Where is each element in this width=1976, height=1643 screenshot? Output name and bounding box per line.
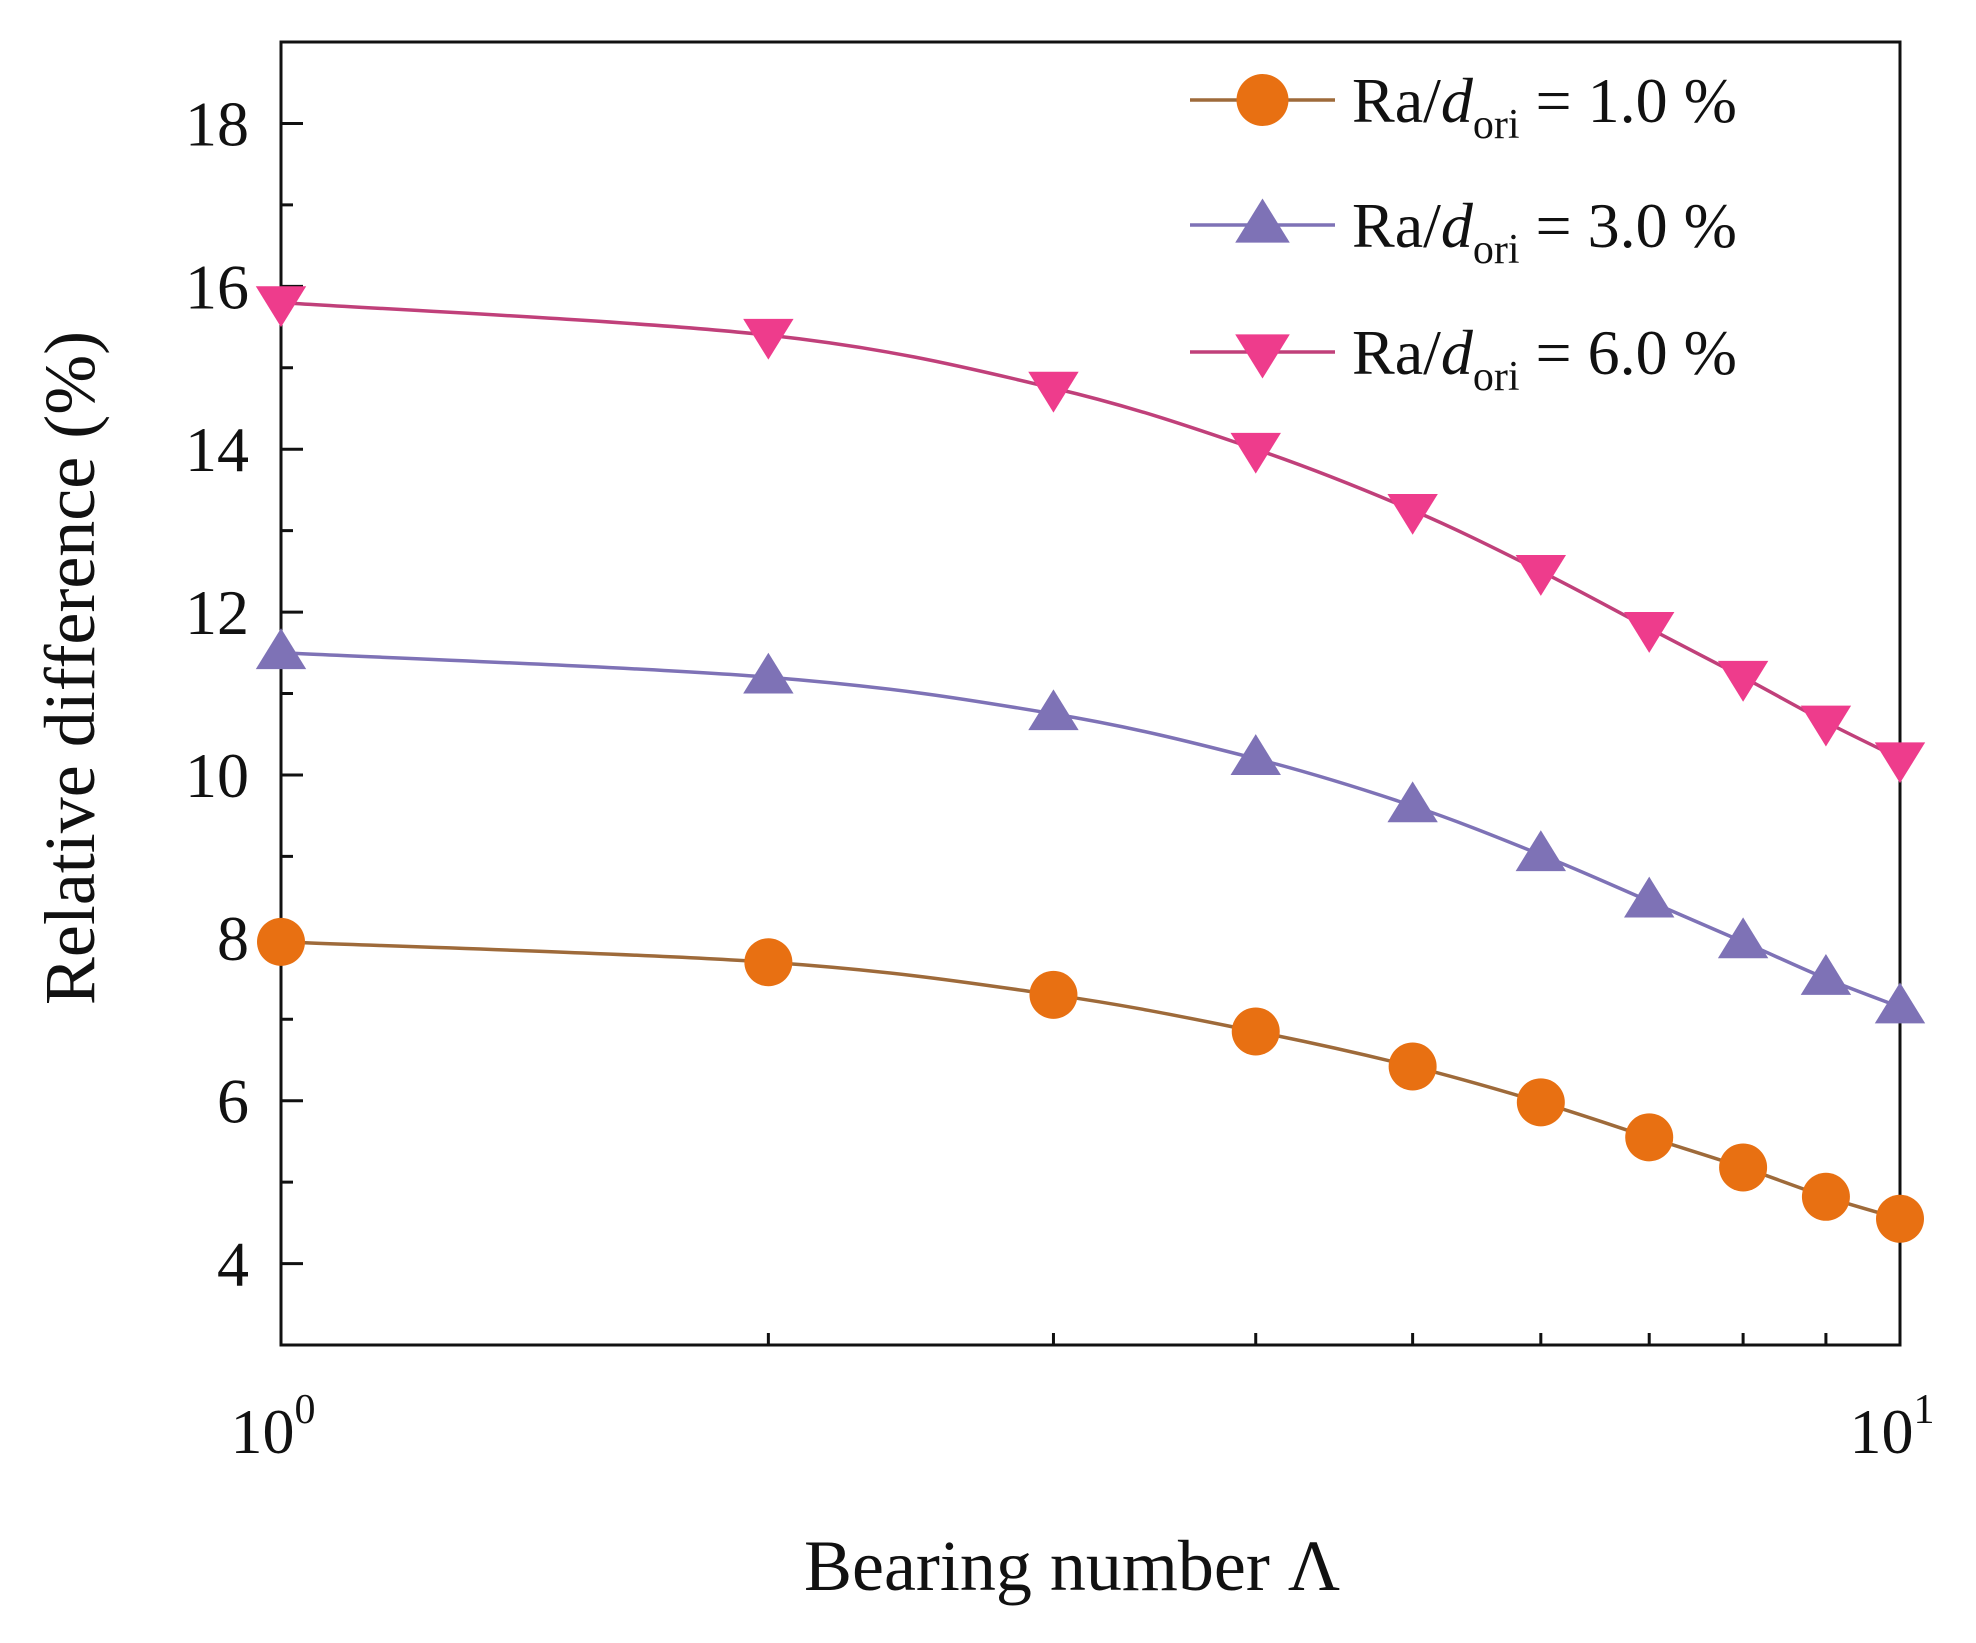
data-point xyxy=(743,652,794,694)
data-point xyxy=(1387,493,1438,535)
data-point xyxy=(1624,876,1675,918)
y-tick-label: 4 xyxy=(217,1229,249,1300)
data-point xyxy=(1874,742,1926,784)
x-tick-exponent: 0 xyxy=(295,1387,316,1433)
legend-item-1: Ra/dori = 1.0 % xyxy=(1190,65,1737,148)
data-point xyxy=(255,628,307,670)
legend-item-2: Ra/dori = 3.0 % xyxy=(1190,190,1737,273)
x-tick-exponent: 1 xyxy=(1914,1387,1935,1433)
legend-label-sub: ori xyxy=(1473,102,1520,148)
series-group xyxy=(255,286,1926,1243)
data-point xyxy=(1029,970,1078,1019)
data-point xyxy=(1717,917,1769,959)
series-2 xyxy=(255,628,1926,1024)
data-point xyxy=(1388,1042,1437,1091)
data-point xyxy=(1800,705,1852,747)
data-point xyxy=(1624,612,1675,653)
y-tick-label: 6 xyxy=(217,1066,249,1137)
data-point xyxy=(1387,781,1438,823)
legend-marker xyxy=(1236,74,1289,126)
legend-label: Ra/dori = 1.0 % xyxy=(1352,65,1737,148)
data-point xyxy=(1874,982,1926,1024)
legend-label-sub: ori xyxy=(1473,354,1520,400)
y-tick-label: 18 xyxy=(185,88,249,159)
data-point xyxy=(1516,1078,1565,1127)
data-point xyxy=(1717,660,1769,702)
data-point xyxy=(1515,830,1567,872)
data-point xyxy=(1028,371,1079,413)
data-point xyxy=(1719,1143,1768,1192)
legend-label-suffix: = 1.0 % xyxy=(1520,65,1737,136)
legend-label: Ra/dori = 6.0 % xyxy=(1352,317,1737,400)
y-tick-label: 14 xyxy=(185,414,249,485)
data-point xyxy=(255,286,307,328)
x-axis-title: Bearing number Λ xyxy=(804,1526,1340,1606)
legend-marker xyxy=(1235,198,1290,243)
legend-label-prefix: Ra/ xyxy=(1352,317,1441,388)
data-point xyxy=(1028,689,1079,731)
data-point xyxy=(257,917,305,966)
y-tick-label: 16 xyxy=(185,251,249,322)
legend-label-prefix: Ra/ xyxy=(1352,190,1441,261)
data-point xyxy=(743,318,794,360)
legend-label-var: d xyxy=(1441,190,1474,261)
data-point xyxy=(1800,954,1852,995)
legend-label-var: d xyxy=(1441,65,1474,136)
legend-marker xyxy=(1235,334,1290,379)
series-1 xyxy=(257,917,1924,1243)
data-point xyxy=(1625,1113,1674,1162)
data-point xyxy=(1230,432,1281,474)
data-point xyxy=(1231,1007,1280,1056)
y-tick-label: 8 xyxy=(217,903,249,974)
legend-label-suffix: = 6.0 % xyxy=(1520,317,1737,388)
series-3 xyxy=(255,286,1926,784)
legend-label-sub: ori xyxy=(1473,227,1520,273)
y-tick-label: 12 xyxy=(185,577,249,648)
data-point xyxy=(744,938,793,987)
y-axis-title: Relative difference (%) xyxy=(30,331,110,1005)
data-point xyxy=(1515,555,1567,596)
legend-label-var: d xyxy=(1441,317,1474,388)
legend: Ra/dori = 1.0 %Ra/dori = 3.0 %Ra/dori = … xyxy=(1190,65,1737,400)
legend-label: Ra/dori = 3.0 % xyxy=(1352,190,1737,273)
y-tick-label: 10 xyxy=(185,740,249,811)
data-point xyxy=(1801,1172,1850,1221)
legend-item-3: Ra/dori = 6.0 % xyxy=(1190,317,1737,400)
data-point xyxy=(1230,734,1281,775)
legend-label-suffix: = 3.0 % xyxy=(1520,190,1737,261)
data-point xyxy=(1876,1194,1924,1243)
legend-label-prefix: Ra/ xyxy=(1352,65,1441,136)
